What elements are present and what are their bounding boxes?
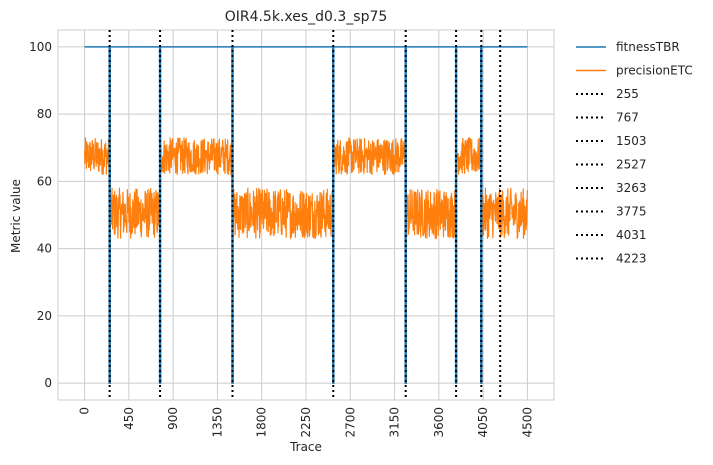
y-tick-label: 20 [37, 309, 52, 323]
x-tick-label: 1350 [210, 407, 224, 438]
vline-layer [108, 30, 502, 400]
x-tick-label: 3150 [388, 407, 402, 438]
plot-frame [57, 29, 555, 401]
series-line-fitnessTBR [84, 46, 528, 384]
legend-label-4031: 4031 [616, 228, 647, 242]
tick-layer: 0 20 40 60 80 100 0 450 900 1350 1800 2250 2700 3150 3… [29, 40, 534, 438]
x-tick-label: 2250 [299, 407, 313, 438]
x-tick-label: 0 [78, 407, 92, 415]
legend-label-2527: 2527 [616, 158, 647, 172]
y-axis-label: Metric value [9, 179, 23, 253]
y-tick-label: 80 [37, 107, 52, 121]
chart-title: OIR4.5k.xes_d0.3_sp75 [225, 9, 388, 25]
legend-label-255: 255 [616, 87, 639, 101]
legend-label-3775: 3775 [616, 205, 647, 219]
legend-label-1503: 1503 [616, 134, 647, 148]
y-tick-label: 0 [44, 376, 52, 390]
legend-label-precisionETC: precisionETC [616, 64, 693, 78]
legend: fitnessTBR precisionETC 255 767 1503 2527 3263… [576, 40, 693, 266]
y-tick-label: 60 [37, 174, 52, 188]
series-layer [83, 46, 528, 384]
x-tick-label: 900 [166, 407, 180, 430]
x-tick-label: 2700 [343, 407, 357, 438]
series-line-precisionETC [83, 137, 528, 384]
legend-label-4223: 4223 [616, 252, 647, 266]
y-tick-label: 40 [37, 242, 52, 256]
legend-label-fitnessTBR: fitnessTBR [616, 40, 680, 54]
x-axis-label: Trace [289, 440, 322, 454]
x-tick-label: 4500 [520, 407, 534, 438]
legend-label-767: 767 [616, 111, 639, 125]
legend-label-3263: 3263 [616, 181, 647, 195]
x-tick-label: 1800 [255, 407, 269, 438]
x-tick-label: 450 [122, 407, 136, 430]
x-tick-label: 4050 [476, 407, 490, 438]
y-tick-label: 100 [29, 40, 52, 54]
x-tick-label: 3600 [432, 407, 446, 438]
